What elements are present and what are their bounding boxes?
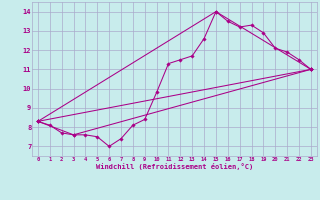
X-axis label: Windchill (Refroidissement éolien,°C): Windchill (Refroidissement éolien,°C) (96, 163, 253, 170)
